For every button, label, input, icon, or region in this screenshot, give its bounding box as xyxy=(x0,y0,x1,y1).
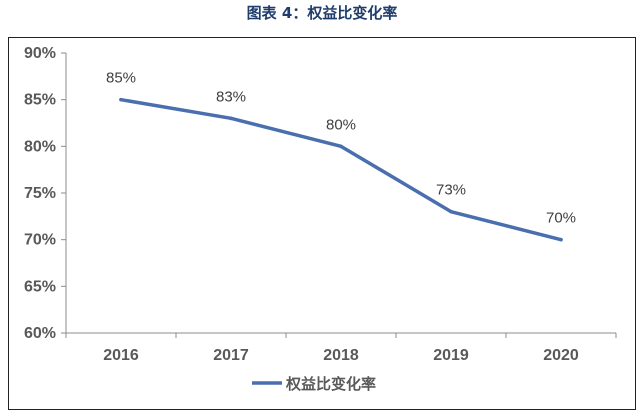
data-label: 83% xyxy=(216,88,246,105)
data-point xyxy=(449,209,453,214)
y-tick-label: 80% xyxy=(24,138,56,155)
x-axis: 2016 2017 2018 2019 2020 xyxy=(65,332,617,364)
data-point xyxy=(119,97,123,102)
data-label: 70% xyxy=(546,210,576,227)
x-tick-label: 2020 xyxy=(543,347,579,364)
series-layer: 85% 83% 80% 73% 70% xyxy=(106,70,576,242)
figure-caption: 图表 4：权益比变化率 xyxy=(246,4,398,22)
data-point xyxy=(339,144,343,149)
y-tick-label: 75% xyxy=(24,185,56,202)
y-axis: 60% 65% 70% 75% 80% 85% 90% xyxy=(24,45,67,342)
y-tick-label: 65% xyxy=(24,278,56,295)
y-tick-label: 85% xyxy=(24,92,56,109)
x-tick-label: 2019 xyxy=(433,347,469,364)
data-label: 73% xyxy=(436,182,466,199)
y-tick-label: 60% xyxy=(24,325,56,342)
data-point xyxy=(559,237,563,242)
data-point xyxy=(229,116,233,121)
data-label: 80% xyxy=(326,116,356,133)
y-tick-label: 70% xyxy=(24,232,56,249)
data-label: 85% xyxy=(106,70,136,87)
legend: 权益比变化率 xyxy=(252,375,376,393)
x-tick-label: 2017 xyxy=(213,347,249,364)
x-tick-label: 2016 xyxy=(103,347,139,364)
y-tick-label: 90% xyxy=(24,45,56,62)
chart-frame xyxy=(8,37,636,410)
x-tick-label: 2018 xyxy=(323,347,359,364)
legend-label: 权益比变化率 xyxy=(285,375,376,393)
